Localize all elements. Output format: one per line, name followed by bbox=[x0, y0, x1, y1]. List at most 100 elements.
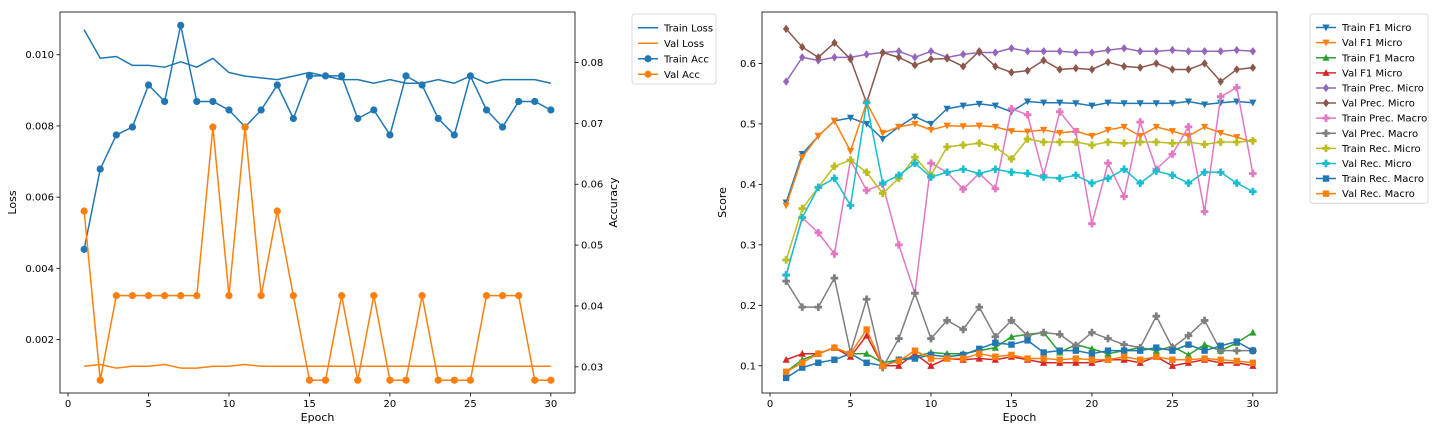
data-point bbox=[798, 213, 807, 222]
data-point bbox=[1249, 47, 1257, 56]
data-point bbox=[1200, 168, 1209, 177]
data-point bbox=[976, 345, 983, 353]
data-point bbox=[1153, 344, 1160, 351]
data-point bbox=[798, 349, 806, 357]
data-point bbox=[943, 143, 951, 151]
data-point bbox=[878, 189, 887, 198]
data-point bbox=[1040, 349, 1047, 356]
data-point bbox=[959, 185, 967, 193]
data-point bbox=[830, 162, 839, 171]
data-point bbox=[943, 355, 951, 362]
data-point bbox=[1249, 328, 1257, 336]
data-point bbox=[992, 353, 999, 360]
data-point bbox=[1007, 128, 1016, 135]
data-point bbox=[1217, 129, 1225, 137]
chart-2: 0 5 10 15 20 25 30 0.1 0.2 0.3 0.4 0.5 0.6 Epoch Score bbox=[716, 11, 1278, 424]
y-right-tick-label: 0.06 bbox=[581, 180, 603, 191]
data-point bbox=[1168, 362, 1176, 369]
data-point bbox=[1200, 101, 1209, 109]
legend-label: Train Prec. Macro bbox=[1341, 114, 1427, 125]
data-point bbox=[911, 289, 919, 298]
data-point bbox=[862, 186, 871, 195]
data-point bbox=[1152, 100, 1160, 108]
data-point bbox=[1201, 347, 1208, 354]
data-point bbox=[257, 106, 265, 114]
data-point bbox=[814, 228, 823, 237]
data-point bbox=[991, 143, 1000, 151]
series-3 bbox=[80, 21, 555, 253]
data-point bbox=[96, 376, 104, 384]
data-point bbox=[911, 120, 919, 128]
data-point bbox=[1168, 100, 1176, 108]
data-point bbox=[1072, 127, 1080, 136]
series-line bbox=[785, 334, 1253, 367]
series-line bbox=[83, 24, 552, 250]
data-point bbox=[863, 120, 871, 128]
data-point bbox=[927, 120, 935, 128]
data-point bbox=[943, 168, 951, 177]
data-point bbox=[1040, 126, 1048, 134]
data-point bbox=[894, 334, 903, 343]
data-point bbox=[1216, 138, 1225, 146]
data-point bbox=[1055, 138, 1064, 146]
data-point bbox=[846, 201, 855, 210]
data-point bbox=[80, 245, 88, 253]
legend-marker bbox=[1322, 53, 1330, 61]
data-point bbox=[1168, 128, 1176, 135]
data-point bbox=[434, 114, 442, 123]
data-point bbox=[515, 292, 523, 300]
y-tick-label: 0.5 bbox=[740, 119, 756, 130]
legend-label: Val F1 Micro bbox=[1342, 38, 1402, 49]
data-point bbox=[547, 106, 555, 114]
data-point bbox=[418, 292, 426, 300]
data-point bbox=[482, 106, 491, 114]
data-point bbox=[1184, 351, 1193, 358]
data-point bbox=[991, 123, 999, 131]
y-tick-label: 0.6 bbox=[740, 59, 756, 70]
data-point bbox=[863, 326, 870, 333]
data-point bbox=[225, 106, 233, 114]
data-point bbox=[1039, 328, 1048, 337]
x-tick-label: 30 bbox=[1246, 399, 1259, 410]
data-point bbox=[943, 105, 951, 113]
data-point bbox=[1152, 167, 1161, 175]
data-point bbox=[1008, 341, 1015, 348]
data-point bbox=[1232, 179, 1241, 187]
data-point bbox=[927, 351, 935, 359]
data-point bbox=[991, 184, 1000, 193]
data-point bbox=[1200, 316, 1209, 325]
data-point bbox=[911, 347, 919, 354]
data-point bbox=[1185, 65, 1192, 74]
data-point bbox=[1072, 347, 1080, 354]
y-tick-label: 0.3 bbox=[740, 240, 756, 251]
legend-marker bbox=[1322, 144, 1330, 153]
data-point bbox=[1072, 138, 1080, 146]
data-point bbox=[450, 376, 458, 384]
x-tick-label: 15 bbox=[303, 399, 316, 410]
data-point bbox=[798, 204, 807, 213]
data-point bbox=[1120, 62, 1128, 71]
data-point bbox=[273, 207, 281, 215]
data-point bbox=[1120, 44, 1128, 53]
data-point bbox=[1007, 104, 1016, 113]
data-point bbox=[1055, 330, 1064, 339]
data-point bbox=[273, 81, 281, 89]
y-right-tick-label: 0.07 bbox=[581, 119, 603, 130]
data-point bbox=[1008, 351, 1015, 359]
data-point bbox=[1104, 159, 1112, 167]
series-9 bbox=[782, 135, 1257, 264]
data-point bbox=[959, 325, 967, 334]
legend-label: Train F1 Macro bbox=[1341, 53, 1415, 64]
data-point bbox=[1056, 99, 1064, 107]
data-point bbox=[1088, 141, 1096, 149]
data-point bbox=[992, 62, 999, 71]
data-point bbox=[1185, 47, 1192, 56]
data-point bbox=[1137, 47, 1144, 56]
data-point bbox=[1153, 353, 1160, 360]
plot-frame bbox=[59, 11, 576, 394]
data-point bbox=[1055, 174, 1064, 183]
data-point bbox=[1040, 56, 1047, 65]
legend-label: Val F1 Micro bbox=[1342, 68, 1402, 79]
data-point bbox=[1072, 171, 1080, 180]
x-axis-label: Epoch bbox=[1003, 411, 1037, 424]
